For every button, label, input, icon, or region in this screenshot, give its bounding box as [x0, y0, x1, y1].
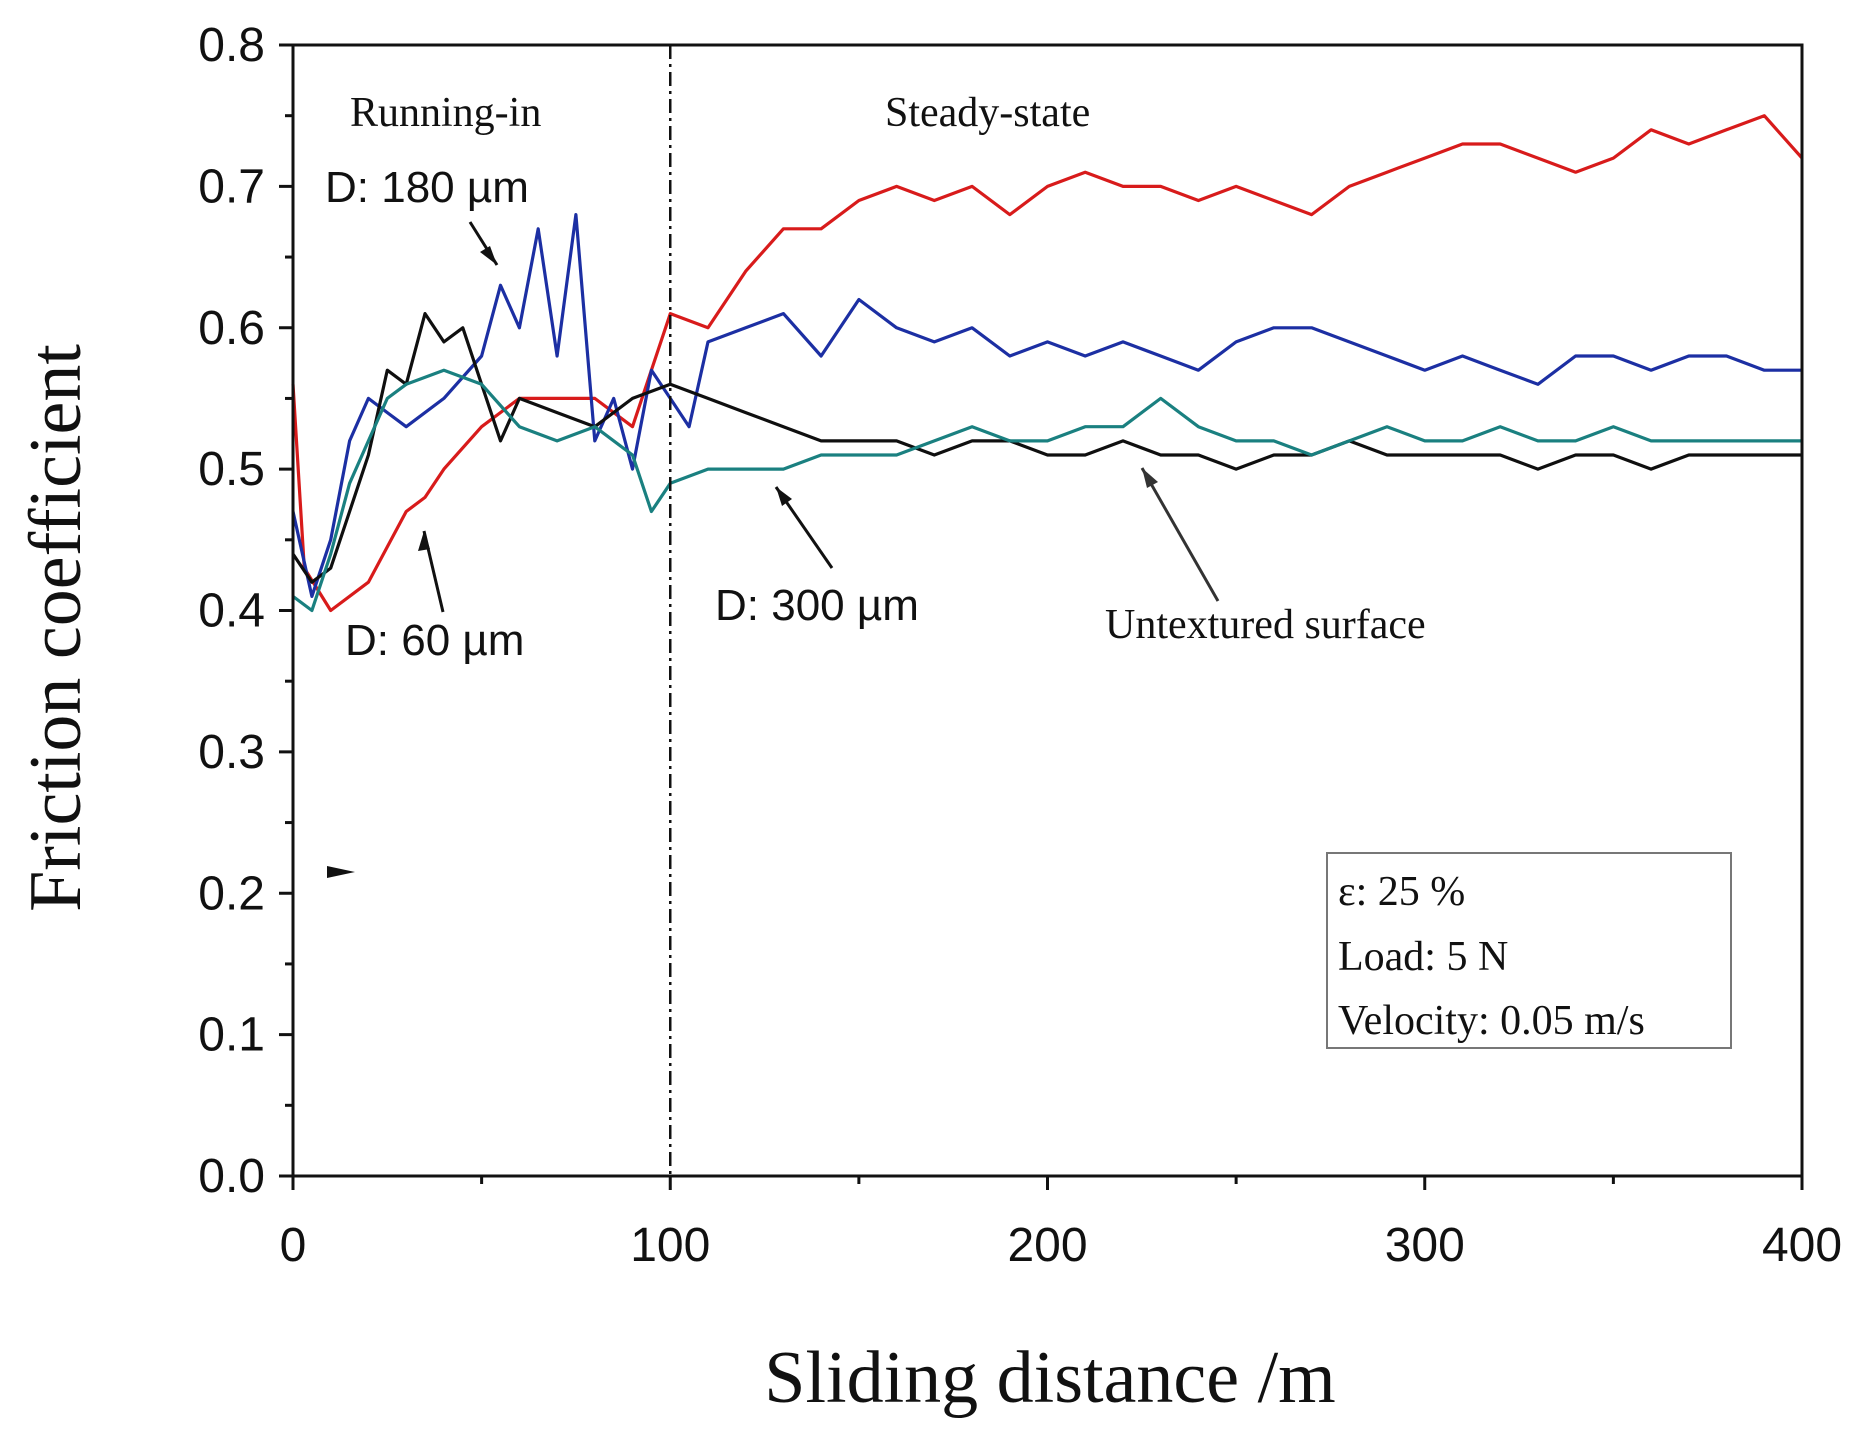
y-tick-label: 0.1	[198, 1009, 265, 1062]
y-tick-label: 0.5	[198, 443, 265, 496]
y-tick-label: 0.0	[198, 1150, 265, 1203]
info-box: ε: 25 % Load: 5 N Velocity: 0.05 m/s	[1326, 852, 1732, 1049]
d60-arrowhead	[418, 531, 430, 551]
x-tick-label: 300	[1385, 1219, 1465, 1272]
series-layer	[291, 114, 1804, 613]
d300-label: D: 300 µm	[715, 581, 919, 630]
x-tick-label: 0	[280, 1219, 307, 1272]
info-box-frame	[1326, 852, 1732, 1049]
y-tick-label: 0.8	[198, 19, 265, 72]
series-line-2	[291, 213, 1802, 599]
info-strain: ε: 25 %	[1338, 869, 1465, 915]
d180-arrowhead	[480, 246, 497, 265]
untextured-arrowhead	[1142, 468, 1158, 488]
small-marker-triangle	[327, 866, 355, 878]
untextured-label: Untextured surface	[1105, 602, 1426, 648]
info-load: Load: 5 N	[1338, 934, 1508, 980]
running-in-label: Running-in	[350, 90, 541, 136]
x-axis-title: Sliding distance /m	[764, 1337, 1335, 1419]
tick-layer: 0 100 200 300 400 0.0 0.1 0.2 0.3 0.4 0.5 0.6 0.7 0.8	[198, 19, 1842, 1272]
y-axis-title: Friction coefficient	[15, 344, 97, 912]
y-tick-label: 0.7	[198, 160, 265, 213]
untextured-pointer	[1140, 467, 1220, 602]
info-velocity: Velocity: 0.05 m/s	[1338, 998, 1645, 1044]
y-tick-label: 0.4	[198, 585, 265, 638]
series-line-4	[292, 368, 1802, 613]
x-tick-label: 200	[1007, 1219, 1087, 1272]
steady-state-label: Steady-state	[885, 90, 1090, 136]
series-line-3	[291, 312, 1802, 584]
d300-arrowhead	[776, 487, 792, 506]
d60-label: D: 60 µm	[345, 616, 524, 665]
x-tick-label: 100	[630, 1219, 710, 1272]
series-line-1	[291, 114, 1804, 613]
x-tick-label: 400	[1762, 1219, 1842, 1272]
d180-label: D: 180 µm	[325, 163, 529, 212]
y-tick-label: 0.3	[198, 726, 265, 779]
y-tick-label: 0.6	[198, 302, 265, 355]
y-tick-label: 0.2	[198, 867, 265, 920]
